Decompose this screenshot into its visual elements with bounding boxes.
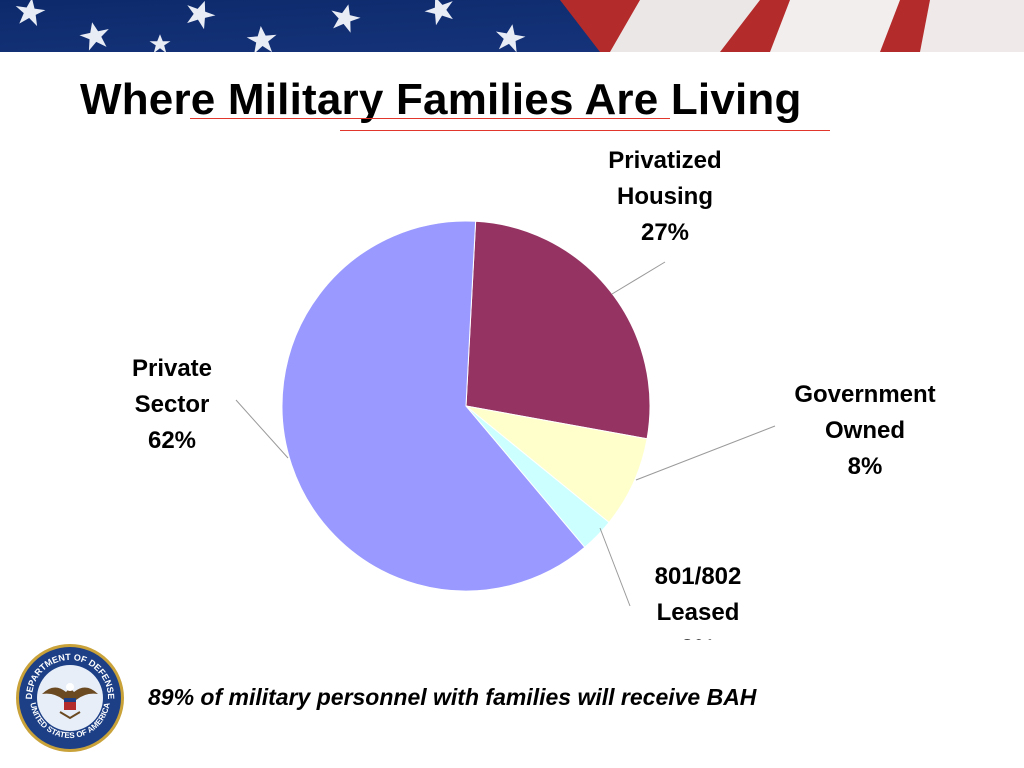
slice-value-label-1: 8% [848, 453, 883, 480]
slice-category-label-0: Housing [617, 183, 713, 210]
pie-slice-0 [465, 220, 651, 440]
title-underline-top [190, 118, 670, 119]
leader-line-1 [635, 425, 776, 481]
slice-category-label-1: Owned [825, 417, 905, 444]
pie-slices [281, 220, 651, 592]
pie-chart: Privatized Housing 27% Government Owned 8% 801… [132, 147, 936, 640]
eagle-icon [42, 683, 98, 720]
slice-labels: Privatized Housing 27% Government Owned 8% 801… [132, 147, 936, 640]
leader-lines [235, 261, 776, 607]
slide-title: Where Military Families Are Living [80, 75, 802, 124]
slice-value-label-3: 62% [148, 427, 196, 454]
flag-banner [0, 0, 1024, 52]
pie-slice-1 [465, 405, 648, 524]
slice-value-label-0: 27% [641, 219, 689, 246]
flag-banner-image [0, 0, 1024, 52]
slice-category-label-3: Sector [135, 391, 210, 418]
slice-category-label-0: Privatized [608, 147, 721, 174]
slice-category-label-1: Government [794, 381, 935, 408]
slice-category-label-3: Private [132, 355, 212, 382]
title-underline-bottom [340, 130, 830, 131]
leader-line-2 [599, 527, 631, 607]
pie-slice-3 [281, 220, 586, 592]
dod-seal: DEPARTMENT OF DEFENSE UNITED STATES OF A… [16, 644, 124, 752]
slice-value-label-2: 3% [681, 635, 716, 640]
slice-category-label-2: 801/802 [655, 563, 742, 590]
footnote: 89% of military personnel with families … [148, 684, 757, 710]
slice-category-label-2: Leased [657, 599, 740, 626]
leader-line-3 [235, 399, 289, 459]
leader-line-0 [611, 261, 666, 295]
